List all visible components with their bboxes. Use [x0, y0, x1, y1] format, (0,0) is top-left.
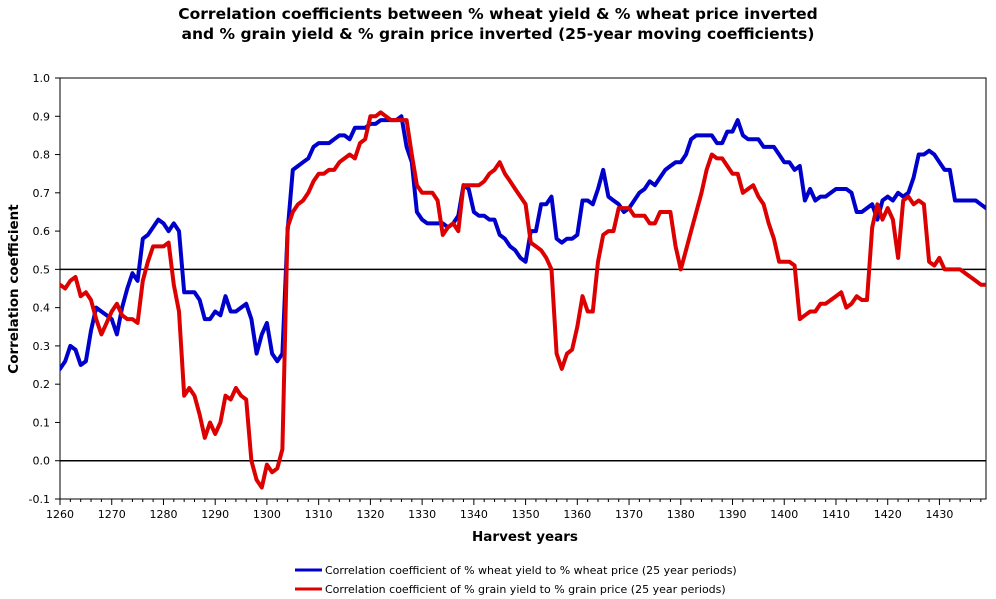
y-tick-label: -0.1 — [29, 493, 50, 506]
x-tick-label: 1330 — [408, 508, 436, 521]
y-tick-label: 0.1 — [33, 416, 51, 429]
plot-area: 1.0 0.9 0.8 0.7 0.6 0.5 0.4 0.3 0.2 0.1 0.0 -0.1 126… — [29, 72, 987, 521]
y-tick-label: 0.4 — [33, 302, 51, 315]
x-tick-label: 1430 — [925, 508, 953, 521]
x-tick-label: 1370 — [615, 508, 643, 521]
x-tick-label: 1350 — [512, 508, 540, 521]
x-tick-label: 1260 — [46, 508, 74, 521]
y-tick-label: 0.2 — [33, 378, 51, 391]
y-tick-label: 0.8 — [33, 149, 51, 162]
x-tick-label: 1290 — [201, 508, 229, 521]
x-axis-label: Harvest years — [472, 529, 578, 545]
x-tick-label: 1360 — [563, 508, 591, 521]
x-tick-label: 1420 — [874, 508, 902, 521]
x-tick-label: 1340 — [460, 508, 488, 521]
y-tick-label: 1.0 — [33, 72, 51, 85]
x-tick-label: 1310 — [305, 508, 333, 521]
x-tick-label: 1400 — [770, 508, 798, 521]
legend: Correlation coefficient of % wheat yield… — [295, 564, 737, 596]
chart-title-line-2: and % grain yield & % grain price invert… — [182, 25, 815, 43]
x-tick-label: 1410 — [822, 508, 850, 521]
x-tick-label: 1390 — [719, 508, 747, 521]
x-tick-label: 1300 — [253, 508, 281, 521]
legend-label-grain: Correlation coefficient of % grain yield… — [325, 583, 726, 596]
x-tick-label: 1270 — [98, 508, 126, 521]
y-tick-label: 0.6 — [33, 225, 51, 238]
legend-label-wheat: Correlation coefficient of % wheat yield… — [325, 564, 737, 577]
x-tick-label: 1280 — [149, 508, 177, 521]
series-line-grain — [60, 110, 986, 490]
plot-frame — [59, 77, 987, 500]
y-tick-label: 0.3 — [33, 340, 51, 353]
y-tick-label: 0.5 — [33, 263, 51, 276]
y-axis-label: Correlation coefficient — [6, 204, 22, 374]
y-tick-label: 0.0 — [33, 455, 51, 468]
y-tick-label: 0.9 — [33, 110, 51, 123]
chart-title-line-1: Correlation coefficients between % wheat… — [178, 5, 817, 23]
series-line-wheat — [60, 114, 986, 371]
y-tick-label: 0.7 — [33, 187, 51, 200]
x-tick-label: 1380 — [667, 508, 695, 521]
x-tick-label: 1320 — [356, 508, 384, 521]
